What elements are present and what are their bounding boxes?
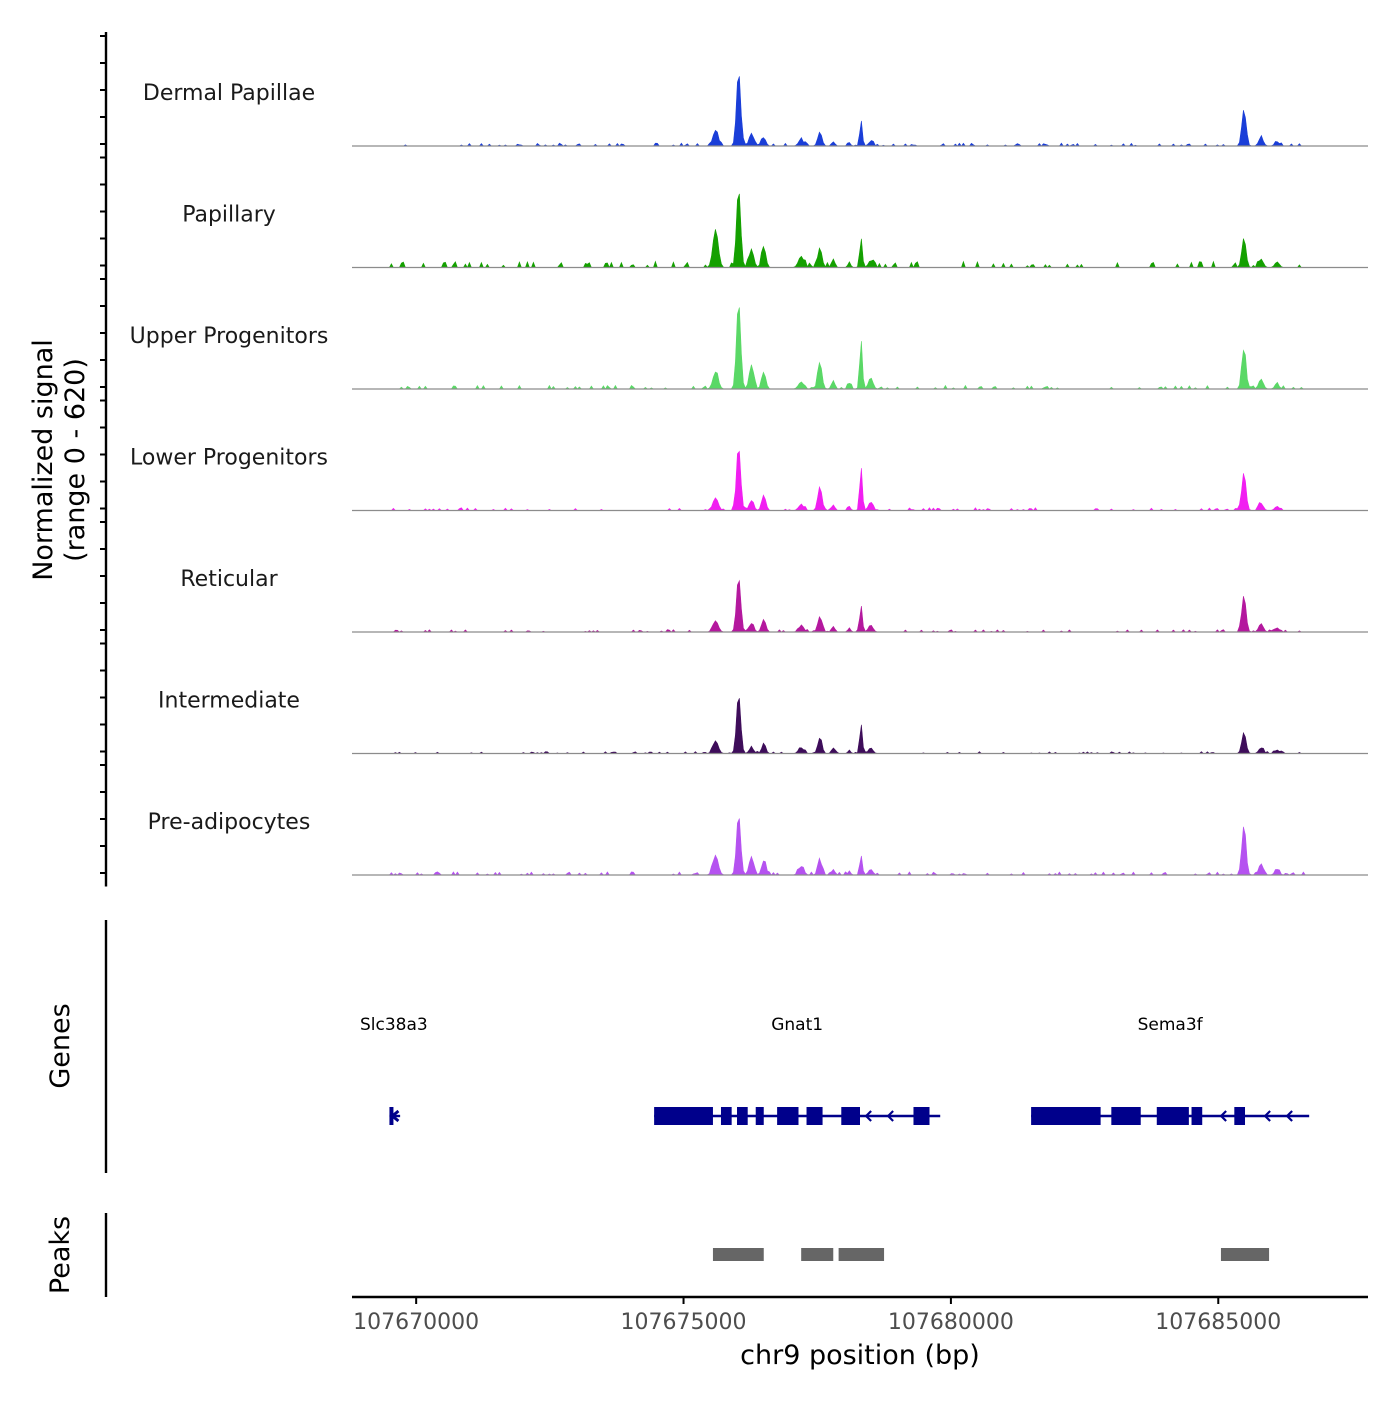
track-label: Reticular bbox=[180, 567, 278, 592]
gene-exon bbox=[720, 1107, 732, 1125]
gene-exon bbox=[913, 1107, 930, 1125]
gene-exon bbox=[654, 1107, 713, 1125]
strand-arrow bbox=[1263, 1110, 1271, 1122]
gene-exon bbox=[841, 1107, 860, 1125]
coverage-track-lower-progenitors bbox=[389, 450, 1310, 511]
coverage-y-axis-label: Normalized signal bbox=[28, 339, 59, 581]
x-tick-label: 107670000 bbox=[353, 1310, 479, 1335]
peak-region bbox=[1220, 1248, 1270, 1261]
coverage-track-pre-adipocytes bbox=[388, 818, 1310, 876]
gene-gnat1: Gnat1 bbox=[654, 1015, 941, 1125]
x-axis: 107670000 107675000 107680000 107685000 bbox=[352, 1295, 1368, 1335]
gene-sema3f: Sema3f bbox=[1031, 1015, 1310, 1125]
peaks-panel bbox=[104, 1213, 1270, 1297]
x-tick-label: 107680000 bbox=[888, 1310, 1014, 1335]
track-label: Pre-adipocytes bbox=[148, 810, 311, 835]
strand-arrow bbox=[1219, 1110, 1227, 1122]
gene-name-label: Sema3f bbox=[1138, 1015, 1204, 1035]
strand-arrow bbox=[886, 1110, 894, 1122]
track-label: Dermal Papillae bbox=[143, 81, 315, 106]
track-label: Papillary bbox=[182, 203, 276, 228]
coverage-track-intermediate bbox=[389, 698, 1310, 754]
gene-name-label: Slc38a3 bbox=[360, 1015, 428, 1035]
gene-exon bbox=[1191, 1107, 1203, 1125]
x-tick-label: 107675000 bbox=[621, 1310, 747, 1335]
peak-region bbox=[801, 1248, 834, 1261]
gene-exon bbox=[1156, 1107, 1189, 1125]
strand-arrow bbox=[864, 1110, 872, 1122]
gene-exon bbox=[806, 1107, 823, 1125]
coverage-panel: Dermal Papillae Papillary Upper Progenitor… bbox=[100, 32, 1368, 887]
gene-exon bbox=[1234, 1107, 1246, 1125]
x-tick-label: 107685000 bbox=[1155, 1310, 1281, 1335]
x-axis-label: chr9 position (bp) bbox=[740, 1340, 980, 1371]
coverage-track-upper-progenitors bbox=[389, 307, 1310, 390]
peak-region bbox=[712, 1248, 764, 1261]
genes-y-axis-label: Genes bbox=[45, 1003, 76, 1088]
coverage-track-papillary bbox=[388, 193, 1310, 269]
track-label: Lower Progenitors bbox=[130, 446, 328, 471]
gene-exon bbox=[755, 1107, 764, 1125]
genes-panel: Slc38a3 Gnat1 Sema3f bbox=[104, 920, 1310, 1173]
gene-name-label: Gnat1 bbox=[771, 1015, 823, 1035]
gene-exon bbox=[1111, 1107, 1141, 1125]
coverage-y-axis-range-label: (range 0 - 620) bbox=[60, 358, 91, 562]
coverage-track-dermal-papillae bbox=[389, 76, 1310, 147]
peak-region bbox=[838, 1248, 885, 1261]
gene-exon bbox=[737, 1107, 748, 1125]
gene-exon bbox=[777, 1107, 799, 1125]
coverage-track-reticular bbox=[389, 579, 1310, 633]
strand-arrow bbox=[1285, 1110, 1293, 1122]
track-label: Intermediate bbox=[158, 689, 300, 714]
strand-arrow bbox=[390, 1109, 400, 1123]
gene-slc38a3: Slc38a3 bbox=[360, 1015, 428, 1125]
peaks-y-axis-label: Peaks bbox=[45, 1216, 76, 1294]
track-label: Upper Progenitors bbox=[130, 324, 329, 349]
gene-exon bbox=[1031, 1107, 1101, 1125]
